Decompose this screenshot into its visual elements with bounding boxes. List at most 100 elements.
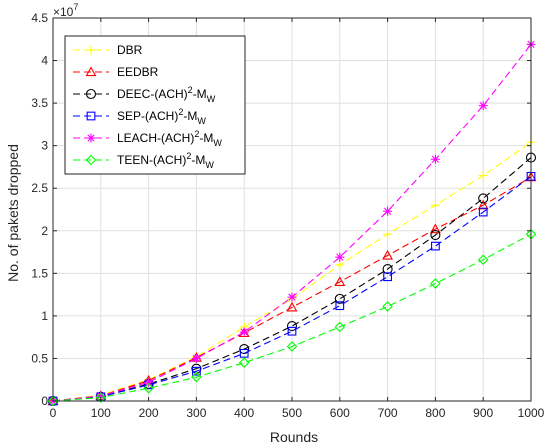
y-tick-labels: 0 0.5 1 1.5 2 2.5 3 3.5 4 4.5 [31, 11, 48, 408]
data-point [286, 341, 298, 352]
y-multiplier-base: ×10 [53, 5, 74, 19]
legend-label-rest: -M [183, 109, 197, 123]
y-tick-label: 4.5 [31, 11, 48, 25]
legend-item: SEP-(ACH)2-MW [73, 107, 206, 126]
series-line [52, 233, 532, 402]
legend-label-base: EEDBR [117, 65, 159, 79]
data-point [334, 276, 346, 286]
data-point [429, 223, 441, 234]
data-point [191, 371, 202, 383]
data-point-stroke [240, 328, 248, 336]
legend-label-rest: -M [191, 153, 205, 167]
data-point [335, 301, 345, 311]
x-tick-label: 400 [234, 406, 254, 420]
legend-item: DBR [73, 43, 143, 57]
data-point [144, 377, 154, 387]
data-point [478, 193, 489, 204]
legend-label-base: TEEN-(ACH) [117, 153, 186, 167]
x-tick-label: 0 [50, 406, 57, 420]
legend-marker [85, 154, 97, 166]
x-axis-label: Rounds [270, 429, 318, 445]
legend-marker [85, 66, 97, 77]
data-point-stroke [479, 102, 487, 110]
y-tick-label: 0 [41, 394, 48, 408]
data-point [383, 206, 393, 216]
data-point [334, 293, 345, 304]
legend-item: TEEN-(ACH)2-MW [73, 151, 214, 170]
legend-label-base: SEP-(ACH) [117, 109, 178, 123]
data-point [477, 254, 489, 265]
x-tick-label: 200 [139, 406, 159, 420]
legend-marker-stroke [87, 134, 95, 142]
legend-label: DBR [117, 43, 143, 57]
data-point-stroke [431, 155, 440, 163]
data-point [238, 357, 250, 368]
y-tick-label: 4 [41, 54, 48, 68]
series-line [52, 157, 532, 402]
legend-label-base: DEEC-(ACH) [117, 87, 188, 101]
data-point-stroke [144, 378, 153, 386]
data-point [143, 382, 154, 394]
y-tick-label: 2 [41, 224, 48, 238]
y-multiplier-exp: 7 [73, 2, 78, 12]
x-tick-label: 700 [378, 406, 398, 420]
legend-label: LEACH-(ACH)2-MW [117, 129, 222, 148]
axes [52, 17, 532, 402]
y-tick-label: 0.5 [31, 351, 48, 365]
x-tick-label: 600 [330, 406, 350, 420]
legend-label: DEEC-(ACH)2-MW [117, 85, 216, 104]
y-tick-label: 3 [41, 139, 48, 153]
data-point [478, 207, 488, 217]
y-multiplier: ×107 [53, 2, 78, 19]
data-point [430, 229, 441, 241]
x-tick-label: 500 [282, 406, 302, 420]
legend-label-sup: 2 [188, 85, 193, 95]
legend-label-base: DBR [117, 43, 143, 57]
series-line [52, 176, 532, 402]
legend: DBREEDBRDEEC-(ACH)2-MWSEP-(ACH)2-MWLEACH… [64, 35, 246, 175]
series-line [52, 141, 532, 402]
legend-label-sub: W [207, 94, 216, 104]
legend-label-sup: 2 [178, 107, 183, 117]
data-point [431, 241, 440, 251]
legend-label: EEDBR [117, 65, 159, 79]
x-tick-label: 900 [473, 406, 493, 420]
data-point [382, 301, 393, 312]
x-tick-labels: 0 100 200 300 400 500 600 700 800 900 1000 [50, 406, 545, 420]
data-point [335, 260, 345, 270]
y-axis-label: No. of pakets dropped [5, 144, 21, 282]
data-point [334, 321, 346, 333]
legend-label-sub: W [205, 160, 214, 170]
x-tick-label: 800 [425, 406, 445, 420]
data-point [286, 301, 298, 312]
legend-label: SEP-(ACH)2-MW [117, 107, 206, 126]
data-point [383, 272, 392, 282]
data-point [430, 278, 441, 289]
legend-item: EEDBR [73, 65, 159, 79]
legend-label-sup: 2 [194, 129, 199, 139]
data-point [382, 264, 393, 275]
data-point [477, 199, 489, 210]
legend-marker [86, 133, 96, 143]
y-tick-label: 1.5 [31, 266, 48, 280]
y-tick-label: 3.5 [31, 96, 48, 110]
data-point [478, 170, 488, 180]
x-tick-label: 100 [91, 406, 111, 420]
legend-label-sub: W [213, 138, 222, 148]
data-point [430, 200, 440, 210]
data-point [430, 154, 440, 164]
legend-item: LEACH-(ACH)2-MW [73, 129, 222, 148]
legend-label-sub: W [197, 116, 206, 126]
data-point [478, 101, 488, 111]
data-point [239, 348, 249, 358]
data-point-stroke [288, 293, 296, 301]
data-point [287, 292, 297, 302]
legend-label: TEEN-(ACH)2-MW [117, 151, 214, 170]
legend-label-rest: -M [193, 87, 207, 101]
data-point-stroke [336, 253, 344, 261]
legend-label-base: LEACH-(ACH) [117, 131, 194, 145]
data-point [191, 353, 201, 363]
data-point-stroke [192, 354, 201, 363]
y-tick-label: 2.5 [31, 181, 48, 195]
series-line [52, 175, 532, 402]
